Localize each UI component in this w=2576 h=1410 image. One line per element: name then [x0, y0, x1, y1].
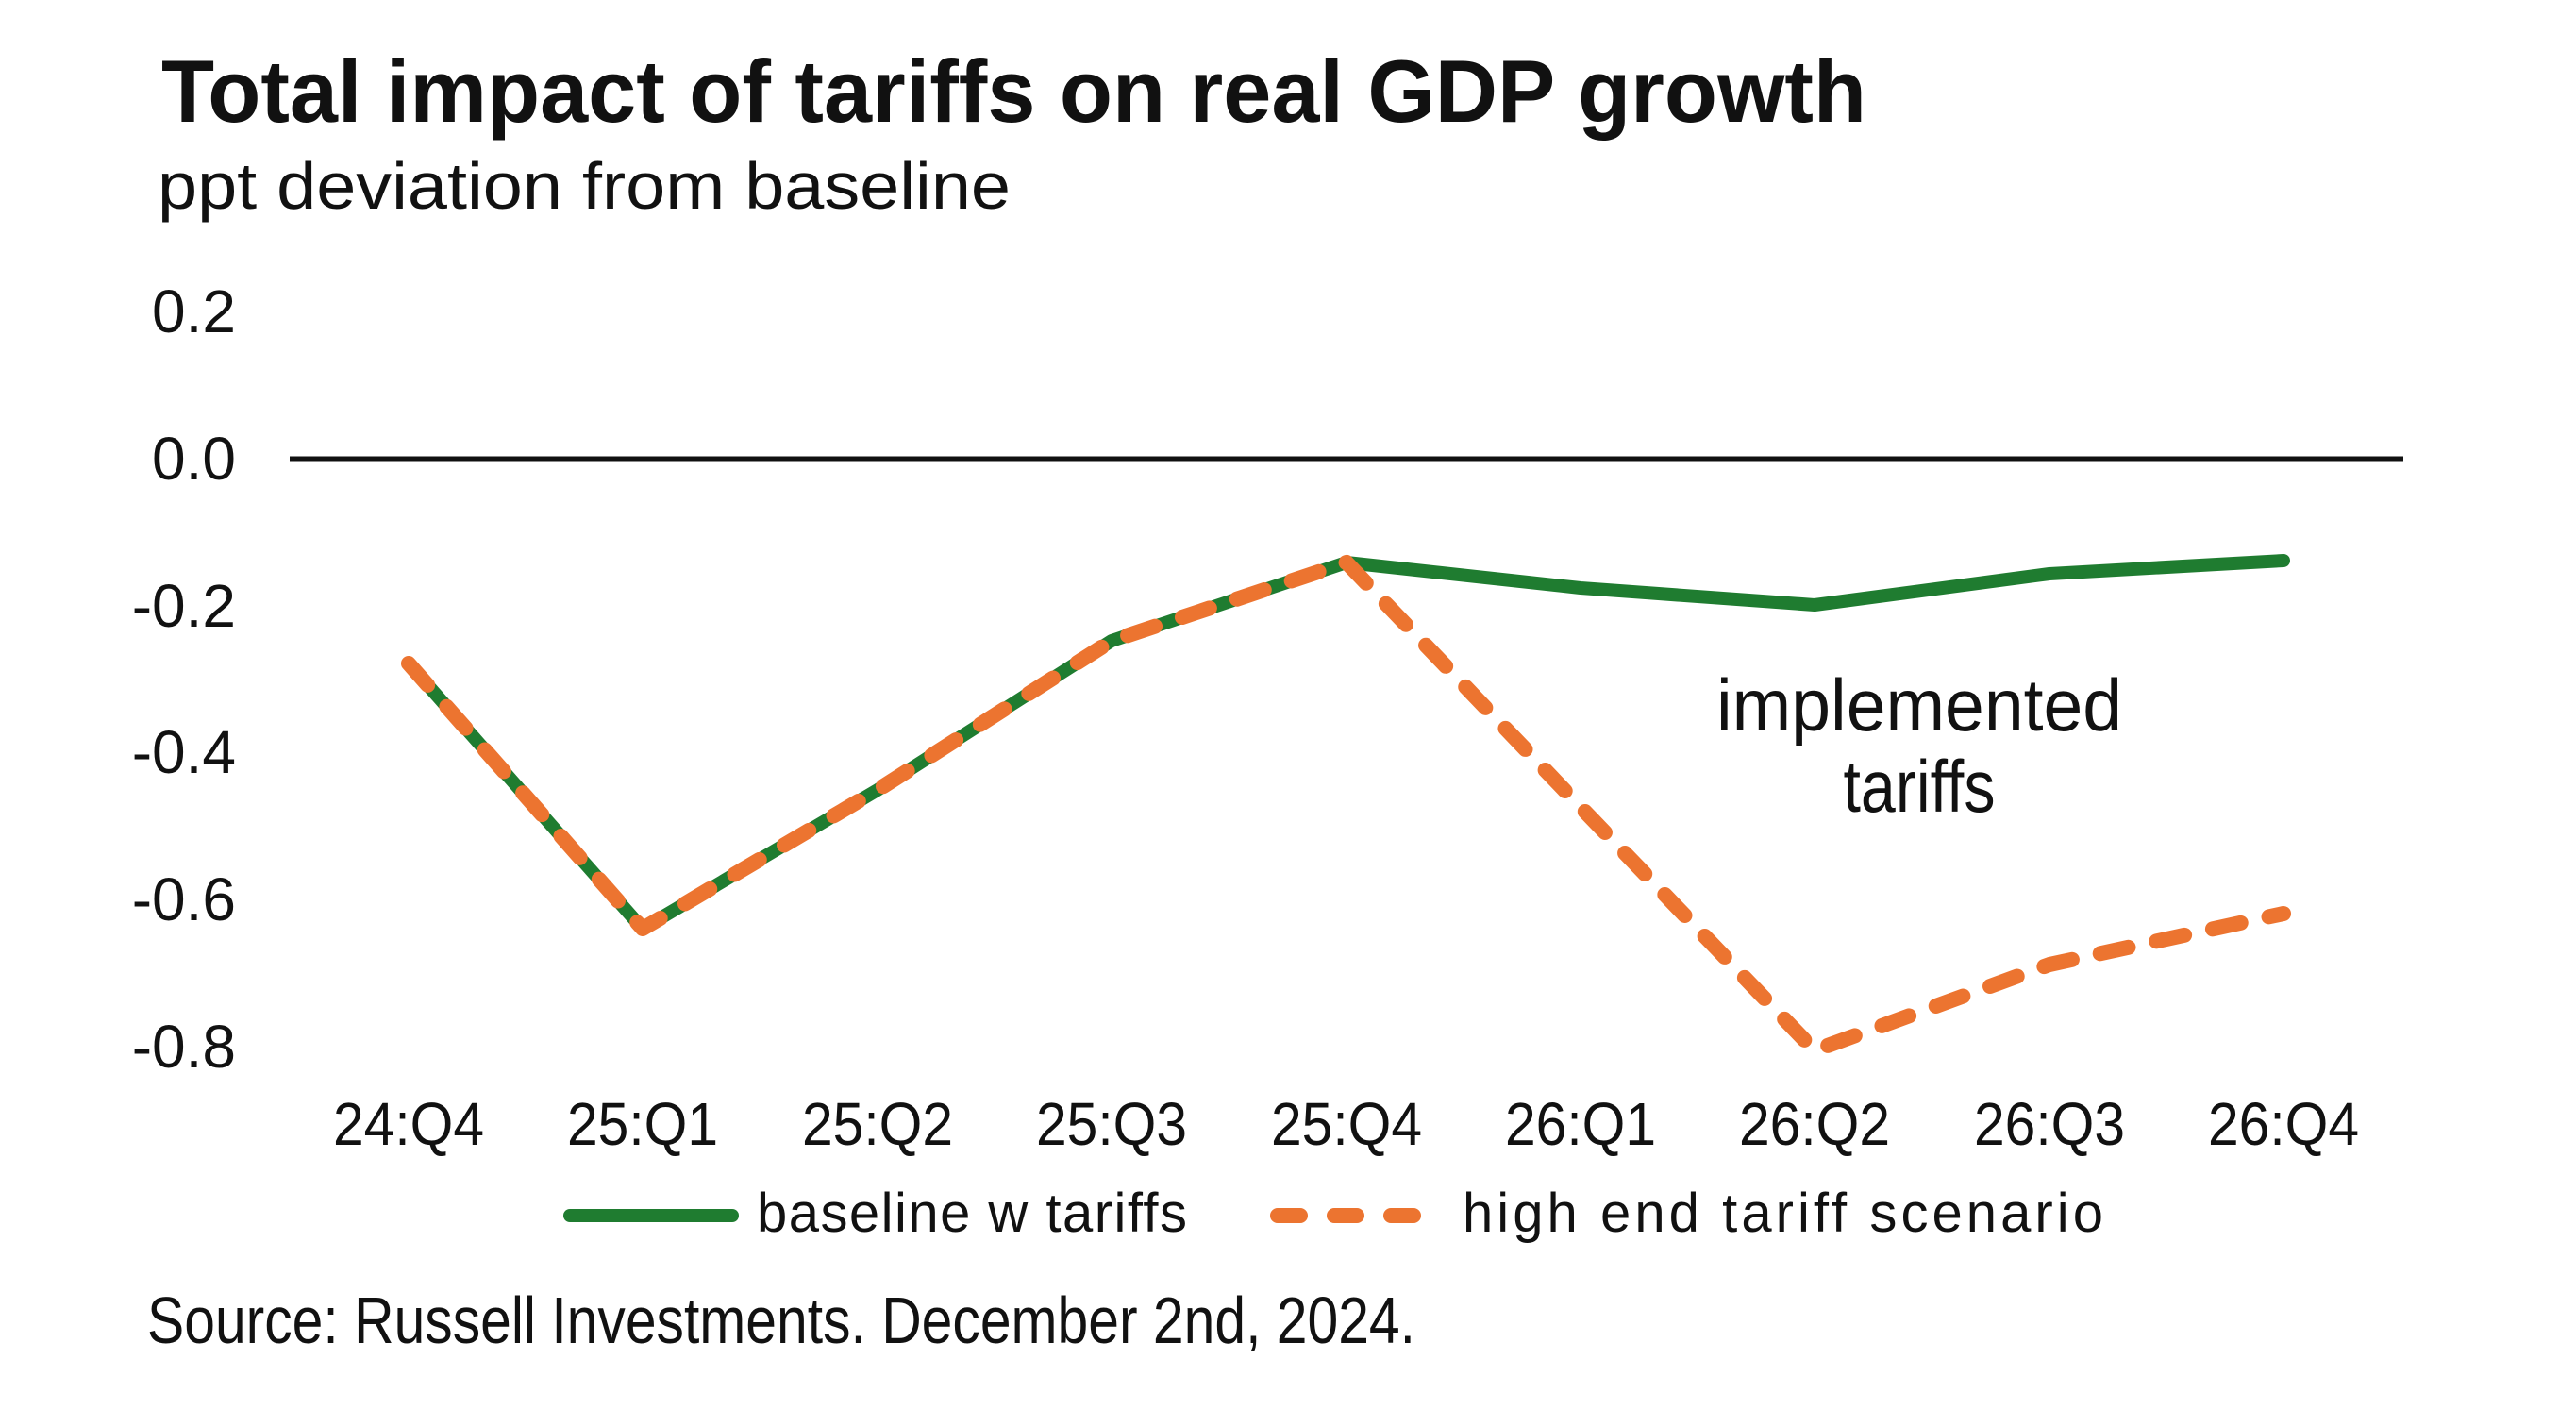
svg-text:0.0: 0.0: [152, 425, 236, 493]
svg-text:tariffs: tariffs: [1844, 745, 1996, 828]
svg-text:Source: Russell Investments. D: Source: Russell Investments. December 2n…: [147, 1284, 1415, 1357]
svg-text:implemented: implemented: [1716, 663, 2122, 747]
svg-text:baseline w tariffs: baseline w tariffs: [757, 1183, 1187, 1244]
svg-text:25:Q4: 25:Q4: [1271, 1090, 1422, 1158]
svg-text:26:Q3: 26:Q3: [1974, 1090, 2125, 1158]
svg-text:24:Q4: 24:Q4: [333, 1090, 484, 1158]
svg-text:25:Q1: 25:Q1: [567, 1090, 718, 1158]
svg-text:-0.4: -0.4: [132, 718, 236, 786]
svg-text:26:Q2: 26:Q2: [1739, 1090, 1890, 1158]
svg-text:25:Q3: 25:Q3: [1036, 1090, 1187, 1158]
svg-text:-0.6: -0.6: [132, 865, 236, 933]
svg-text:26:Q4: 26:Q4: [2208, 1090, 2359, 1158]
svg-text:-0.2: -0.2: [132, 572, 236, 640]
svg-text:-0.8: -0.8: [132, 1013, 236, 1081]
svg-text:0.2: 0.2: [152, 277, 236, 345]
svg-text:26:Q1: 26:Q1: [1505, 1090, 1656, 1158]
svg-text:high end tariff scenario: high end tariff scenario: [1463, 1183, 2103, 1244]
svg-text:ppt deviation from baseline: ppt deviation from baseline: [158, 149, 1011, 223]
svg-text:Total impact of tariffs on rea: Total impact of tariffs on real GDP grow…: [161, 42, 1866, 141]
svg-text:25:Q2: 25:Q2: [802, 1090, 953, 1158]
